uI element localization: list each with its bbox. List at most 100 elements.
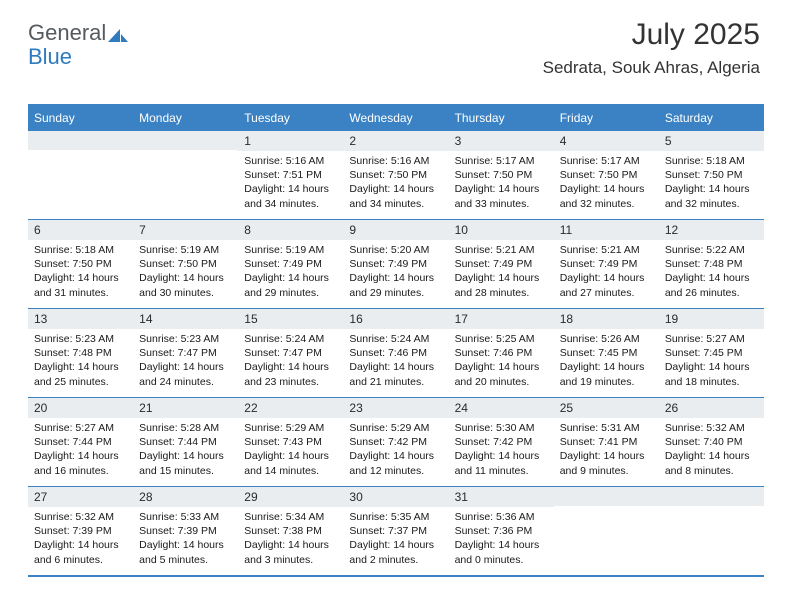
calendar-week-row: 13Sunrise: 5:23 AMSunset: 7:48 PMDayligh… <box>28 308 764 397</box>
day-details: Sunrise: 5:28 AMSunset: 7:44 PMDaylight:… <box>133 418 238 484</box>
day-details: Sunrise: 5:17 AMSunset: 7:50 PMDaylight:… <box>554 151 659 217</box>
logo-text-1: General <box>28 20 106 45</box>
dow-saturday: Saturday <box>659 106 764 130</box>
day-number: 12 <box>659 220 764 240</box>
day-details: Sunrise: 5:31 AMSunset: 7:41 PMDaylight:… <box>554 418 659 484</box>
day-details: Sunrise: 5:29 AMSunset: 7:42 PMDaylight:… <box>343 418 448 484</box>
day-number: 4 <box>554 131 659 151</box>
day-details: Sunrise: 5:35 AMSunset: 7:37 PMDaylight:… <box>343 507 448 573</box>
day-of-week-header: Sunday Monday Tuesday Wednesday Thursday… <box>28 106 764 130</box>
day-details: Sunrise: 5:30 AMSunset: 7:42 PMDaylight:… <box>449 418 554 484</box>
day-number: 3 <box>449 131 554 151</box>
calendar-day-cell: 31Sunrise: 5:36 AMSunset: 7:36 PMDayligh… <box>449 487 554 575</box>
day-number: 20 <box>28 398 133 418</box>
day-details: Sunrise: 5:29 AMSunset: 7:43 PMDaylight:… <box>238 418 343 484</box>
calendar-day-cell: 15Sunrise: 5:24 AMSunset: 7:47 PMDayligh… <box>238 309 343 397</box>
brand-logo: General Blue <box>28 22 128 68</box>
day-details: Sunrise: 5:19 AMSunset: 7:49 PMDaylight:… <box>238 240 343 306</box>
day-number: 14 <box>133 309 238 329</box>
day-number: 10 <box>449 220 554 240</box>
day-number: 29 <box>238 487 343 507</box>
day-number: 9 <box>343 220 448 240</box>
day-details: Sunrise: 5:23 AMSunset: 7:47 PMDaylight:… <box>133 329 238 395</box>
calendar-day-cell: 13Sunrise: 5:23 AMSunset: 7:48 PMDayligh… <box>28 309 133 397</box>
calendar-day-cell: 4Sunrise: 5:17 AMSunset: 7:50 PMDaylight… <box>554 131 659 219</box>
day-number: 5 <box>659 131 764 151</box>
calendar-day-cell: 3Sunrise: 5:17 AMSunset: 7:50 PMDaylight… <box>449 131 554 219</box>
day-details: Sunrise: 5:22 AMSunset: 7:48 PMDaylight:… <box>659 240 764 306</box>
calendar-day-cell: 21Sunrise: 5:28 AMSunset: 7:44 PMDayligh… <box>133 398 238 486</box>
calendar-day-cell: 9Sunrise: 5:20 AMSunset: 7:49 PMDaylight… <box>343 220 448 308</box>
day-number: 19 <box>659 309 764 329</box>
day-details: Sunrise: 5:32 AMSunset: 7:40 PMDaylight:… <box>659 418 764 484</box>
location-subtitle: Sedrata, Souk Ahras, Algeria <box>543 58 760 78</box>
calendar-day-cell: 20Sunrise: 5:27 AMSunset: 7:44 PMDayligh… <box>28 398 133 486</box>
calendar-empty-cell <box>554 487 659 575</box>
day-details: Sunrise: 5:24 AMSunset: 7:47 PMDaylight:… <box>238 329 343 395</box>
day-details: Sunrise: 5:18 AMSunset: 7:50 PMDaylight:… <box>28 240 133 306</box>
logo-text-2: Blue <box>28 44 72 69</box>
calendar-day-cell: 14Sunrise: 5:23 AMSunset: 7:47 PMDayligh… <box>133 309 238 397</box>
calendar-day-cell: 18Sunrise: 5:26 AMSunset: 7:45 PMDayligh… <box>554 309 659 397</box>
day-number: 1 <box>238 131 343 151</box>
day-details: Sunrise: 5:23 AMSunset: 7:48 PMDaylight:… <box>28 329 133 395</box>
month-title: July 2025 <box>543 18 760 52</box>
calendar-week-row: 6Sunrise: 5:18 AMSunset: 7:50 PMDaylight… <box>28 219 764 308</box>
calendar-day-cell: 10Sunrise: 5:21 AMSunset: 7:49 PMDayligh… <box>449 220 554 308</box>
dow-sunday: Sunday <box>28 106 133 130</box>
calendar-day-cell: 19Sunrise: 5:27 AMSunset: 7:45 PMDayligh… <box>659 309 764 397</box>
day-details: Sunrise: 5:25 AMSunset: 7:46 PMDaylight:… <box>449 329 554 395</box>
day-number: 26 <box>659 398 764 418</box>
day-number: 27 <box>28 487 133 507</box>
calendar-day-cell: 30Sunrise: 5:35 AMSunset: 7:37 PMDayligh… <box>343 487 448 575</box>
calendar-week-row: 27Sunrise: 5:32 AMSunset: 7:39 PMDayligh… <box>28 486 764 575</box>
calendar-day-cell: 5Sunrise: 5:18 AMSunset: 7:50 PMDaylight… <box>659 131 764 219</box>
day-details: Sunrise: 5:32 AMSunset: 7:39 PMDaylight:… <box>28 507 133 573</box>
calendar-day-cell: 11Sunrise: 5:21 AMSunset: 7:49 PMDayligh… <box>554 220 659 308</box>
day-details: Sunrise: 5:18 AMSunset: 7:50 PMDaylight:… <box>659 151 764 217</box>
day-details: Sunrise: 5:27 AMSunset: 7:44 PMDaylight:… <box>28 418 133 484</box>
calendar-week-row: 1Sunrise: 5:16 AMSunset: 7:51 PMDaylight… <box>28 130 764 219</box>
day-details: Sunrise: 5:16 AMSunset: 7:50 PMDaylight:… <box>343 151 448 217</box>
day-details: Sunrise: 5:16 AMSunset: 7:51 PMDaylight:… <box>238 151 343 217</box>
calendar-day-cell: 22Sunrise: 5:29 AMSunset: 7:43 PMDayligh… <box>238 398 343 486</box>
calendar-day-cell: 7Sunrise: 5:19 AMSunset: 7:50 PMDaylight… <box>133 220 238 308</box>
day-number: 7 <box>133 220 238 240</box>
calendar-day-cell: 25Sunrise: 5:31 AMSunset: 7:41 PMDayligh… <box>554 398 659 486</box>
calendar-day-cell: 24Sunrise: 5:30 AMSunset: 7:42 PMDayligh… <box>449 398 554 486</box>
calendar-week-row: 20Sunrise: 5:27 AMSunset: 7:44 PMDayligh… <box>28 397 764 486</box>
calendar-day-cell: 6Sunrise: 5:18 AMSunset: 7:50 PMDaylight… <box>28 220 133 308</box>
dow-wednesday: Wednesday <box>343 106 448 130</box>
day-number: 13 <box>28 309 133 329</box>
calendar-day-cell: 23Sunrise: 5:29 AMSunset: 7:42 PMDayligh… <box>343 398 448 486</box>
day-details: Sunrise: 5:34 AMSunset: 7:38 PMDaylight:… <box>238 507 343 573</box>
day-details: Sunrise: 5:27 AMSunset: 7:45 PMDaylight:… <box>659 329 764 395</box>
calendar-day-cell: 1Sunrise: 5:16 AMSunset: 7:51 PMDaylight… <box>238 131 343 219</box>
calendar-day-cell: 8Sunrise: 5:19 AMSunset: 7:49 PMDaylight… <box>238 220 343 308</box>
day-number: 18 <box>554 309 659 329</box>
dow-monday: Monday <box>133 106 238 130</box>
dow-friday: Friday <box>554 106 659 130</box>
day-number: 16 <box>343 309 448 329</box>
logo-sail-icon <box>108 24 128 46</box>
calendar-day-cell: 27Sunrise: 5:32 AMSunset: 7:39 PMDayligh… <box>28 487 133 575</box>
day-number: 21 <box>133 398 238 418</box>
day-number: 11 <box>554 220 659 240</box>
calendar-empty-cell <box>659 487 764 575</box>
day-number: 25 <box>554 398 659 418</box>
day-number: 6 <box>28 220 133 240</box>
day-number: 15 <box>238 309 343 329</box>
calendar-empty-cell <box>133 131 238 219</box>
day-number: 24 <box>449 398 554 418</box>
calendar-day-cell: 29Sunrise: 5:34 AMSunset: 7:38 PMDayligh… <box>238 487 343 575</box>
day-details: Sunrise: 5:21 AMSunset: 7:49 PMDaylight:… <box>554 240 659 306</box>
day-details: Sunrise: 5:36 AMSunset: 7:36 PMDaylight:… <box>449 507 554 573</box>
day-details: Sunrise: 5:17 AMSunset: 7:50 PMDaylight:… <box>449 151 554 217</box>
calendar-day-cell: 16Sunrise: 5:24 AMSunset: 7:46 PMDayligh… <box>343 309 448 397</box>
day-details: Sunrise: 5:24 AMSunset: 7:46 PMDaylight:… <box>343 329 448 395</box>
day-number: 22 <box>238 398 343 418</box>
header-right: July 2025 Sedrata, Souk Ahras, Algeria <box>543 18 760 78</box>
day-number: 8 <box>238 220 343 240</box>
calendar-day-cell: 12Sunrise: 5:22 AMSunset: 7:48 PMDayligh… <box>659 220 764 308</box>
calendar-day-cell: 26Sunrise: 5:32 AMSunset: 7:40 PMDayligh… <box>659 398 764 486</box>
